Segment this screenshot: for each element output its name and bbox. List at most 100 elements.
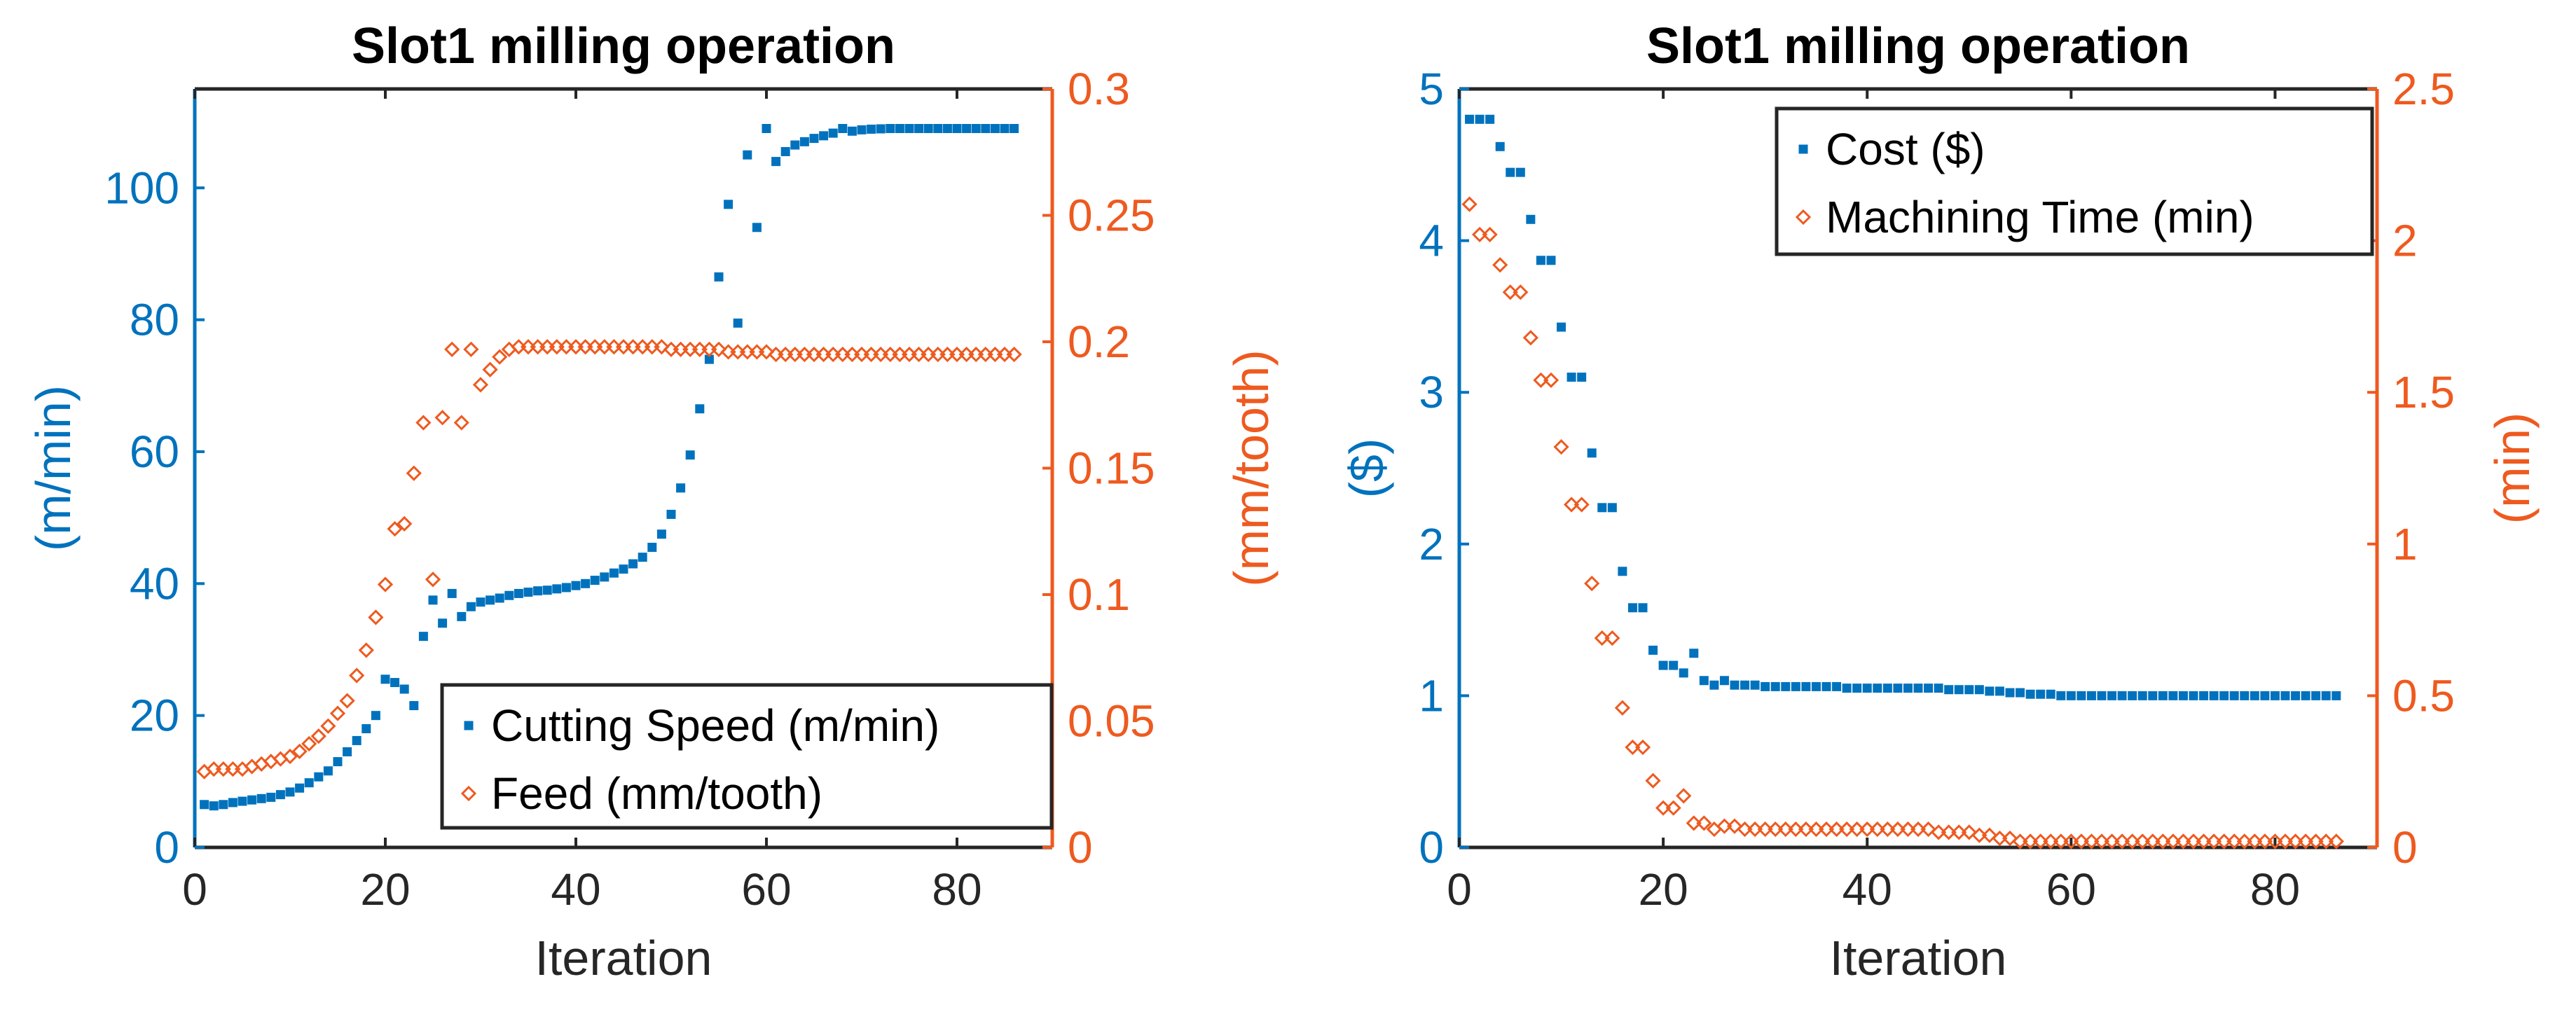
data-point [923,124,933,134]
data-point [339,693,355,709]
y-left-tick-label: 3 [1419,367,1444,417]
y-left-tick-label: 60 [130,427,179,477]
data-point [1475,114,1485,124]
data-point [1604,630,1620,646]
data-point [447,588,457,598]
data-point [482,361,498,377]
data-point [914,124,924,134]
data-point [1461,196,1478,212]
data-point [1010,124,1019,134]
data-point [2012,833,2028,850]
data-point [1526,214,1536,224]
data-point [485,595,495,605]
data-point [2209,691,2219,700]
data-point [952,124,962,134]
data-point [1811,681,1821,691]
data-point [962,124,972,134]
data-point [609,568,619,578]
data-point [895,124,904,134]
data-point [2086,691,2096,700]
data-point [1618,567,1627,576]
data-point [2066,691,2076,700]
data-point [1757,821,1773,838]
data-point [1696,815,1712,831]
data-point [1566,373,1576,382]
data-point [590,576,600,585]
data-point [2032,833,2048,850]
data-point [1709,680,1719,690]
data-point [1515,167,1525,177]
data-point [237,796,247,806]
data-point [438,618,448,628]
data-point [2240,691,2250,700]
x-axis-label: Iteration [1830,931,2007,985]
data-point [390,678,400,688]
y-right-tick-label: 0.15 [1068,443,1155,494]
data-point [1903,684,1913,693]
data-point [1669,660,1679,670]
data-point [2216,833,2232,850]
data-point [876,124,886,134]
data-point [1974,685,1984,695]
data-point [628,559,638,569]
data-point [1533,372,1549,388]
y-right-tick-label: 0.3 [1068,64,1130,114]
y-right-tick-label: 2.5 [2392,64,2455,114]
data-point [200,800,209,810]
data-point [904,124,914,134]
data-point [256,793,266,803]
data-point [2016,688,2025,698]
data-point [304,778,314,788]
data-point [2229,691,2239,700]
data-point [358,642,374,658]
data-point [406,465,422,481]
data-point [2318,833,2334,850]
data-point [1961,824,1977,840]
legend-box [440,683,1054,830]
legend-marker [460,785,477,802]
data-point [1740,680,1750,690]
data-point [1913,684,1923,693]
y-left-tick-label: 80 [130,295,179,345]
data-point [1832,681,1842,691]
data-point [1852,684,1862,693]
data-point [1655,800,1672,816]
data-point [581,578,591,588]
data-point [1818,821,1835,838]
data-point [857,125,867,134]
series-2 [1461,196,2344,850]
data-point [1761,681,1770,691]
data-point [561,583,571,592]
data-point [504,590,514,600]
data-point [2219,691,2229,700]
data-point [990,124,1000,134]
data-point [1737,821,1753,838]
data-point [1726,818,1743,834]
y-axis-left-label: (m/min) [26,385,81,551]
data-point [380,674,390,684]
data-point [1557,322,1566,332]
data-point [752,223,762,233]
data-point [397,515,413,532]
series-1 [1465,114,2341,700]
data-point [762,124,771,134]
data-point [2250,691,2259,700]
data-point [2107,691,2117,700]
data-point [2137,691,2147,700]
data-point [981,124,991,134]
data-point [1573,497,1590,513]
data-point [790,140,800,150]
data-point [676,483,686,493]
y-axis-right-label: (mm/tooth) [1224,349,1279,586]
data-point [2158,691,2168,700]
data-point [1495,141,1505,151]
data-point [1594,630,1610,646]
y-right-tick-label: 0.05 [1068,696,1155,747]
data-point [2175,833,2191,850]
data-point [733,318,743,328]
data-point [2097,691,2107,700]
data-point [247,795,257,805]
data-point [2073,833,2090,850]
data-point [2168,691,2178,700]
data-point [1985,686,1995,696]
